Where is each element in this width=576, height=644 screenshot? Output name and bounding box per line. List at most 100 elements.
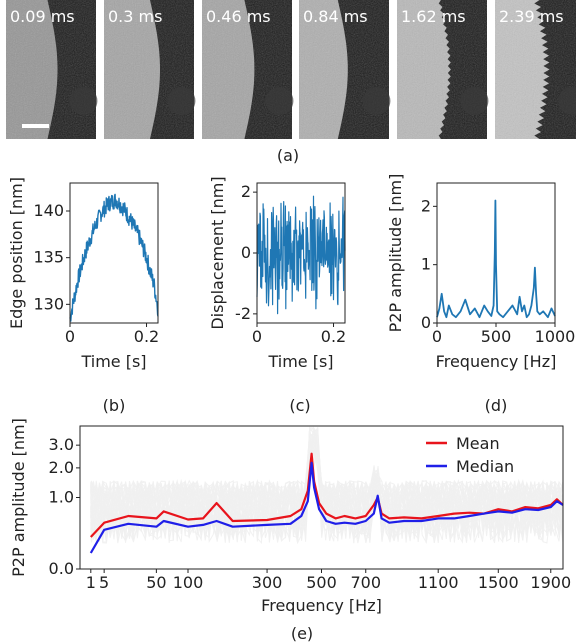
x-tick-label: 0.2 bbox=[134, 327, 159, 346]
y-axis-label: P2P amplitude [nm] bbox=[9, 418, 28, 577]
individual-trace bbox=[90, 444, 564, 543]
noise-texture bbox=[202, 0, 292, 139]
x-tick-label: 1100 bbox=[418, 573, 459, 592]
individual-trace bbox=[90, 435, 564, 543]
dark-particle bbox=[265, 87, 294, 115]
x-tick-label: 700 bbox=[350, 573, 381, 592]
individual-trace bbox=[90, 430, 564, 543]
individual-trace bbox=[90, 434, 564, 544]
x-tick-label: 100 bbox=[173, 573, 204, 592]
x-tick-label: 500 bbox=[306, 573, 337, 592]
image-frame: 2.39 ms bbox=[495, 0, 576, 139]
panel-c-label: (c) bbox=[289, 396, 310, 415]
image-strip: 0.09 ms 0.3 ms 0.46 ms 0.84 ms 1.62 ms 2.39 m… bbox=[6, 0, 576, 139]
y-tick-label: 2.0 bbox=[49, 458, 74, 477]
series-mean bbox=[89, 452, 564, 538]
x-tick-label: 0 bbox=[65, 327, 75, 346]
individual-trace bbox=[90, 427, 564, 543]
y-tick-label: 135 bbox=[33, 248, 64, 267]
individual-trace bbox=[90, 438, 564, 544]
y-tick-label: 2 bbox=[421, 196, 431, 215]
chart-spectrum-summary: 1 5 50 100 300 500 700 1100 1500 1900 0.0 1.0 2.0 3.0… bbox=[9, 418, 571, 615]
y-tick-label: 140 bbox=[33, 201, 64, 220]
noise-texture bbox=[495, 0, 576, 139]
individual-trace bbox=[90, 447, 564, 544]
dark-particle bbox=[69, 87, 98, 115]
chart-spectrum: 0 500 1000 0 1 2 Frequency [Hz] P2P amplitude [… bbox=[386, 174, 575, 371]
axes-frame bbox=[69, 182, 159, 324]
time-label: 1.62 ms bbox=[401, 7, 466, 26]
scale-bar bbox=[22, 124, 49, 128]
chart-edge-position: 0 0.2 130 135 140 Time [s] Edge position [nm] bbox=[7, 177, 159, 371]
image-frame: 0.09 ms bbox=[6, 0, 98, 139]
y-tick-label: 1 bbox=[421, 255, 431, 274]
panel-d-label: (d) bbox=[485, 396, 508, 415]
individual-trace bbox=[90, 433, 564, 544]
y-tick-label: 0.0 bbox=[49, 559, 74, 578]
panel-b-label: (b) bbox=[103, 396, 126, 415]
x-tick-label: 1 bbox=[86, 573, 96, 592]
y-axis-label: Edge position [nm] bbox=[7, 177, 26, 329]
x-tick-label: 500 bbox=[481, 327, 512, 346]
y-tick-label: 1.0 bbox=[49, 488, 74, 507]
individual-trace bbox=[90, 431, 564, 543]
time-label: 0.84 ms bbox=[303, 7, 368, 26]
individual-trace bbox=[90, 439, 564, 545]
panel-e-label: (e) bbox=[291, 624, 313, 643]
x-tick-label: 300 bbox=[252, 573, 283, 592]
x-tick-label: 50 bbox=[146, 573, 166, 592]
x-tick-label: 1500 bbox=[478, 573, 519, 592]
data-line bbox=[69, 193, 159, 322]
x-tick-label: 0 bbox=[252, 327, 262, 346]
noise-texture bbox=[397, 0, 487, 139]
time-label: 0.09 ms bbox=[10, 7, 75, 26]
image-frame: 0.3 ms bbox=[104, 0, 196, 139]
individual-trace bbox=[90, 427, 564, 544]
y-tick-label: 0 bbox=[241, 243, 251, 262]
data-line bbox=[256, 195, 346, 315]
image-frame: 1.62 ms bbox=[397, 0, 489, 139]
x-axis-label: Time [s] bbox=[80, 352, 146, 371]
image-frame: 0.46 ms bbox=[202, 0, 294, 139]
time-label: 2.39 ms bbox=[499, 7, 564, 26]
legend-label: Mean bbox=[456, 434, 500, 453]
x-axis-label: Frequency [Hz] bbox=[261, 596, 382, 615]
legend-label: Median bbox=[456, 457, 514, 476]
dark-particle bbox=[362, 87, 391, 115]
individual-trace bbox=[90, 442, 564, 542]
x-axis-label: Time [s] bbox=[267, 352, 333, 371]
individual-trace bbox=[90, 427, 564, 543]
y-tick-label: 130 bbox=[33, 294, 64, 313]
x-tick-label: 5 bbox=[99, 573, 109, 592]
y-axis-label: Displacement [nm] bbox=[208, 176, 227, 329]
time-label: 0.3 ms bbox=[108, 7, 162, 26]
individual-trace bbox=[90, 437, 564, 544]
individual-trace bbox=[90, 447, 564, 543]
time-label: 0.46 ms bbox=[206, 7, 271, 26]
panel-a-label: (a) bbox=[277, 146, 299, 165]
dark-particle bbox=[558, 87, 576, 115]
individual-trace bbox=[90, 445, 564, 543]
x-tick-label: 1000 bbox=[535, 327, 576, 346]
noise-texture bbox=[104, 0, 194, 139]
x-tick-label: 1900 bbox=[530, 573, 571, 592]
x-axis-label: Frequency [Hz] bbox=[436, 352, 557, 371]
y-tick-label: 0 bbox=[421, 313, 431, 332]
y-tick-label: 3.0 bbox=[49, 435, 74, 454]
individual-trace bbox=[90, 444, 564, 544]
noise-texture bbox=[6, 0, 96, 139]
individual-trace bbox=[90, 435, 564, 541]
y-tick-label: 2 bbox=[241, 182, 251, 201]
y-axis-label: P2P amplitude [nm] bbox=[386, 174, 405, 333]
x-tick-label: 0 bbox=[432, 327, 442, 346]
data-line bbox=[436, 199, 556, 319]
dark-particle bbox=[460, 87, 489, 115]
individual-trace bbox=[90, 438, 563, 542]
individual-trace bbox=[90, 428, 564, 542]
dark-particle bbox=[167, 87, 196, 115]
noise-texture bbox=[299, 0, 389, 139]
individual-trace bbox=[90, 431, 564, 543]
series-median bbox=[89, 461, 564, 554]
